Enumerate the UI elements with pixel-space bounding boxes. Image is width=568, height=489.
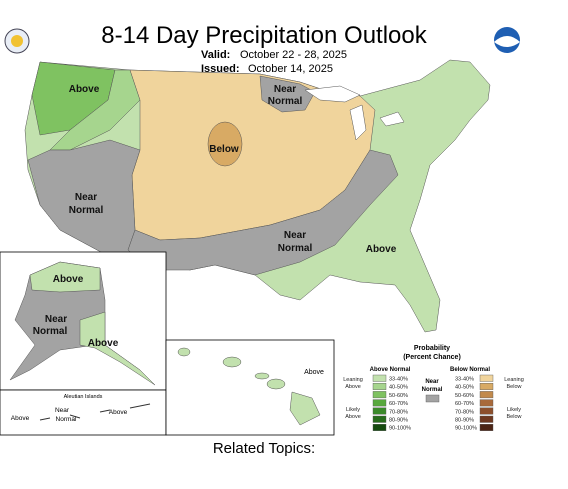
valid-dates: October 22 - 28, 2025 [240,49,347,61]
legend-range: 33-40% [455,377,474,383]
region-label: Above [69,84,100,95]
issued-label: Issued: [201,63,240,75]
legend-swatch [425,394,440,403]
legend-range: 90-100% [389,426,411,432]
legend-note: Below [507,384,522,390]
legend-header: Below Normal [450,367,490,373]
legend-subtitle: (Percent Chance) [403,354,461,361]
region-label: Normal [56,416,78,423]
legend-header: Above Normal [370,367,411,373]
legend-note: Leaning [504,377,524,383]
region-label: Above [109,409,128,416]
legend: Probability (Percent Chance) Above Norma… [343,345,524,432]
legend-range: 40-50% [389,385,408,391]
legend-note: Normal [422,387,443,393]
legend-note: Likely [346,407,360,413]
legend-swatch [372,391,387,399]
region-label: Above [53,274,84,285]
legend-swatch [479,415,494,423]
region-label: Near [55,407,70,414]
region-label: Near [75,192,97,203]
hawaii-map [177,347,321,426]
legend-swatch [479,399,494,407]
region-label: Near [284,230,306,241]
legend-swatch [479,407,494,415]
legend-swatch [479,374,494,382]
legend-note: Leaning [343,377,363,383]
region-label: Near [274,84,296,95]
region-label: Below [209,144,239,155]
region-label: Normal [69,205,104,216]
legend-swatch [479,391,494,399]
legend-range: 80-90% [389,418,408,424]
islands [39,403,151,421]
legend-swatch [479,383,494,390]
legend-note: Above [345,414,361,420]
legend-range: 50-60% [389,393,408,399]
issued-date: October 14, 2025 [248,63,333,75]
region-label: Normal [268,96,303,107]
region-label: Normal [33,326,68,337]
valid-label: Valid: [201,49,230,61]
legend-swatch [479,424,494,431]
conus-map [24,59,491,333]
region-label: Normal [278,243,313,254]
aleutian-inset [0,389,167,436]
legend-swatch [372,407,387,415]
title: 8-14 Day Precipitation Outlook [101,22,428,49]
doc-seal [4,28,30,54]
alaska-map [9,261,156,386]
legend-range: 40-50% [455,385,474,391]
region-label: Above [304,369,324,376]
region-label: Near [45,314,67,325]
aleutian-title: Aleutian Islands [64,394,103,400]
legend-swatch [372,383,387,390]
legend-note: Below [507,414,522,420]
legend-range: 80-90% [455,418,474,424]
legend-note: Likely [507,407,521,413]
legend-swatch [372,424,387,431]
legend-swatch [372,415,387,423]
legend-range: 60-70% [389,401,408,407]
noaa-logo [494,27,520,53]
legend-range: 90-100% [455,426,477,432]
legend-note: Above [345,384,361,390]
legend-title: Probability [414,345,450,352]
legend-range: 50-60% [455,393,474,399]
legend-range: 33-40% [389,377,408,383]
related-topics: Related Topics: [213,440,315,457]
legend-range: 70-80% [455,409,474,415]
legend-swatch [372,399,387,407]
legend-swatch [372,374,387,382]
legend-note: Near [425,379,439,385]
region-label: Above [88,338,119,349]
legend-range: 70-80% [389,409,408,415]
legend-range: 60-70% [455,401,474,407]
region-label: Above [11,415,30,422]
region-label: Above [366,244,397,255]
